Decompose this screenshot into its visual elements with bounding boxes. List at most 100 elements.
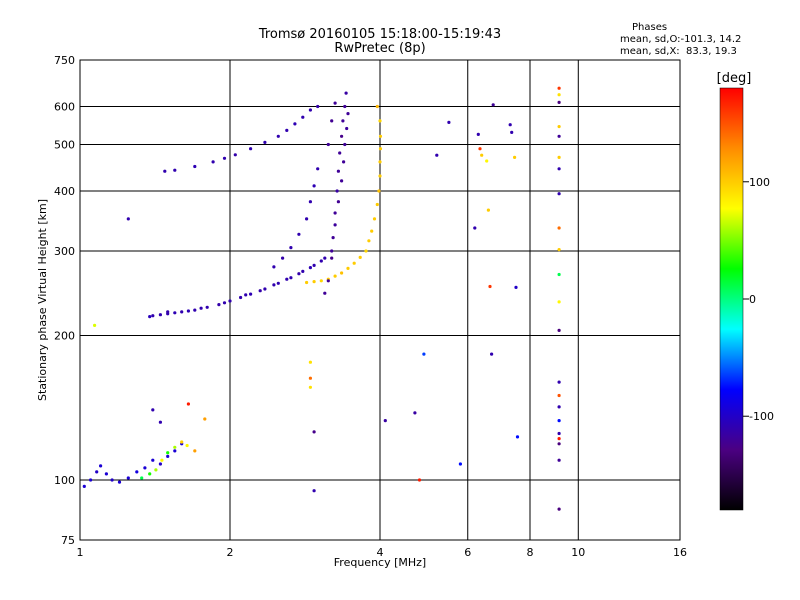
x-tick-label: 1	[77, 546, 84, 559]
data-point	[158, 420, 162, 424]
data-point	[336, 200, 340, 204]
data-point	[89, 478, 93, 482]
data-point	[336, 169, 340, 173]
data-point	[557, 300, 561, 304]
data-point	[166, 310, 170, 314]
data-point	[239, 295, 243, 300]
colorbar-ticks: 100 0 -100	[743, 176, 774, 423]
data-point	[375, 104, 379, 109]
data-point	[485, 159, 489, 163]
data-point	[308, 200, 312, 204]
data-point	[199, 306, 203, 310]
data-point	[312, 280, 316, 284]
data-point	[340, 271, 344, 275]
data-point	[228, 299, 232, 303]
data-point	[281, 256, 285, 260]
data-point	[285, 277, 289, 281]
x-tick-label: 2	[227, 546, 234, 559]
data-point	[193, 164, 197, 169]
data-point	[301, 269, 305, 273]
data-point	[557, 192, 561, 196]
colorbar	[719, 87, 744, 511]
data-point	[333, 211, 337, 215]
data-point	[193, 308, 197, 312]
data-point	[378, 134, 383, 138]
data-point	[557, 226, 561, 230]
data-point	[335, 189, 339, 193]
data-point	[557, 458, 561, 462]
data-point	[297, 272, 301, 276]
data-point	[211, 160, 215, 164]
data-point	[308, 360, 312, 364]
data-point	[93, 323, 97, 327]
data-point	[331, 236, 335, 240]
data-point	[342, 160, 346, 164]
data-point	[490, 352, 494, 356]
data-point	[258, 289, 262, 293]
data-point	[508, 123, 512, 127]
data-point	[185, 443, 189, 448]
data-point	[377, 189, 381, 193]
data-point	[222, 301, 227, 305]
colorbar-tick-label: -100	[749, 410, 774, 423]
data-point	[312, 184, 316, 188]
data-point	[330, 119, 334, 123]
data-point	[378, 160, 382, 164]
data-point	[173, 311, 177, 315]
data-point	[148, 472, 152, 476]
data-point	[340, 134, 344, 138]
data-point	[352, 261, 356, 265]
data-point	[104, 472, 108, 476]
data-point	[305, 217, 309, 221]
data-point	[289, 276, 293, 280]
data-point	[233, 153, 237, 157]
data-point	[557, 405, 561, 409]
data-point	[173, 449, 177, 453]
chart-subtitle: RwPretec (8p)	[334, 41, 426, 56]
x-tick-label: 8	[527, 546, 534, 559]
data-point	[557, 167, 561, 171]
data-point	[514, 285, 518, 289]
data-point	[166, 454, 170, 458]
data-point	[557, 155, 561, 159]
data-point	[126, 217, 130, 221]
data-point	[491, 103, 495, 107]
y-tick-label: 600	[54, 101, 75, 114]
y-tick-label: 200	[54, 330, 75, 343]
data-point	[263, 287, 267, 291]
data-point	[312, 263, 316, 267]
data-point	[370, 229, 374, 233]
data-point	[312, 430, 316, 434]
data-point	[205, 305, 209, 309]
y-tick-label: 75	[61, 534, 75, 547]
data-point	[99, 464, 103, 468]
x-axis-ticks: 1 2 4 6 8 10 16	[77, 546, 688, 559]
data-point	[343, 104, 347, 109]
data-point	[249, 292, 253, 296]
data-point	[308, 266, 312, 270]
data-point	[358, 255, 362, 259]
y-tick-label: 300	[54, 245, 75, 258]
data-point	[375, 202, 379, 207]
data-point	[319, 259, 323, 263]
data-point	[180, 310, 184, 314]
data-point	[422, 352, 426, 356]
data-point	[158, 313, 162, 317]
data-point	[297, 232, 301, 236]
data-point	[557, 328, 561, 332]
colorbar-label: [deg]	[717, 71, 752, 86]
data-point	[148, 315, 152, 319]
data-point	[186, 309, 190, 313]
data-point	[330, 256, 334, 260]
data-point	[383, 419, 387, 423]
data-point	[435, 153, 439, 157]
data-point	[480, 153, 484, 157]
data-point	[305, 280, 309, 285]
data-point	[557, 419, 561, 423]
y-tick-label: 750	[54, 54, 75, 67]
data-point	[515, 435, 520, 439]
data-point	[413, 411, 417, 415]
phases-heading: Phases	[632, 22, 668, 33]
data-point	[557, 100, 561, 104]
